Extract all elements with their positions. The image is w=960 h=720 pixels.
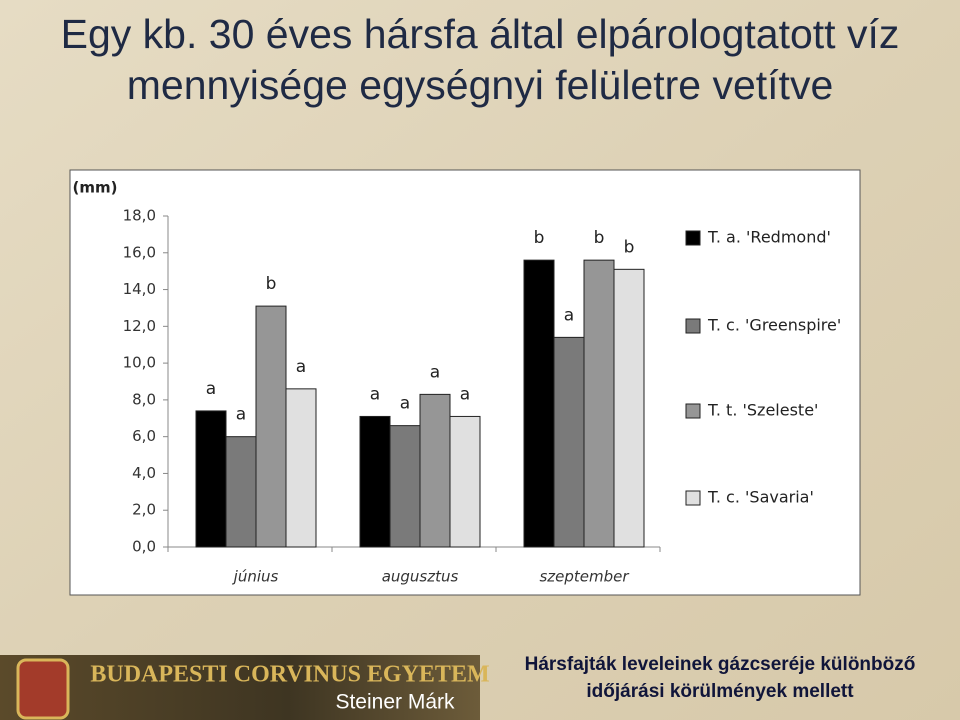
significance-letter: a — [236, 405, 246, 425]
legend-label: T. c. 'Savaria' — [707, 488, 814, 507]
bar — [255, 305, 287, 548]
y-axis-label: (mm) — [73, 179, 118, 197]
legend-label: T. t. 'Szeleste' — [707, 401, 818, 420]
bar — [225, 436, 257, 548]
y-tick-label: 4,0 — [132, 464, 156, 482]
slide-title: Egy kb. 30 éves hársfa által elpárologta… — [61, 11, 900, 57]
y-tick-label: 2,0 — [132, 501, 156, 519]
significance-letter: a — [564, 305, 574, 325]
significance-letter: b — [266, 274, 277, 294]
y-tick-label: 12,0 — [123, 317, 156, 335]
legend-marker — [685, 403, 701, 419]
university: BUDAPESTI CORVINUS EGYETEM — [90, 662, 489, 688]
bar — [553, 336, 585, 548]
footer-subtitle: Hársfajták leveleinek gázcseréje különbö… — [525, 654, 916, 675]
slide-title: mennyisége egységnyi felületre vetítve — [127, 62, 834, 108]
y-tick-label: 0,0 — [132, 538, 156, 556]
significance-letter: a — [370, 384, 380, 404]
legend-marker — [685, 490, 701, 506]
bar — [419, 393, 451, 548]
bar — [285, 388, 317, 548]
significance-letter: a — [400, 394, 410, 414]
bar — [523, 259, 555, 548]
significance-letter: b — [624, 237, 635, 257]
y-tick-label: 6,0 — [132, 427, 156, 445]
footer-subtitle: időjárási körülmények mellett — [586, 681, 854, 702]
bar — [389, 425, 421, 548]
significance-letter: b — [534, 228, 545, 248]
significance-letter: a — [460, 384, 470, 404]
x-tick-label: június — [232, 568, 279, 586]
significance-letter: a — [430, 362, 440, 382]
footer-banner — [0, 655, 480, 720]
bar — [195, 410, 227, 548]
significance-letter: b — [594, 228, 605, 248]
legend-marker — [685, 230, 701, 246]
legend-marker — [685, 318, 701, 334]
author: Steiner Márk — [335, 691, 455, 714]
y-tick-label: 16,0 — [123, 243, 156, 261]
bar — [449, 415, 481, 548]
bar — [583, 259, 615, 548]
y-tick-label: 10,0 — [123, 354, 156, 372]
bar — [613, 268, 645, 548]
crest — [16, 658, 70, 720]
x-tick-label: augusztus — [382, 568, 459, 586]
legend-label: T. a. 'Redmond' — [707, 228, 831, 247]
significance-letter: a — [296, 357, 306, 377]
x-tick-label: szeptember — [539, 568, 629, 586]
y-tick-label: 18,0 — [123, 207, 156, 225]
bar — [359, 415, 391, 548]
y-tick-label: 8,0 — [132, 390, 156, 408]
legend-label: T. c. 'Greenspire' — [707, 316, 841, 335]
y-tick-label: 14,0 — [123, 280, 156, 298]
significance-letter: a — [206, 379, 216, 399]
